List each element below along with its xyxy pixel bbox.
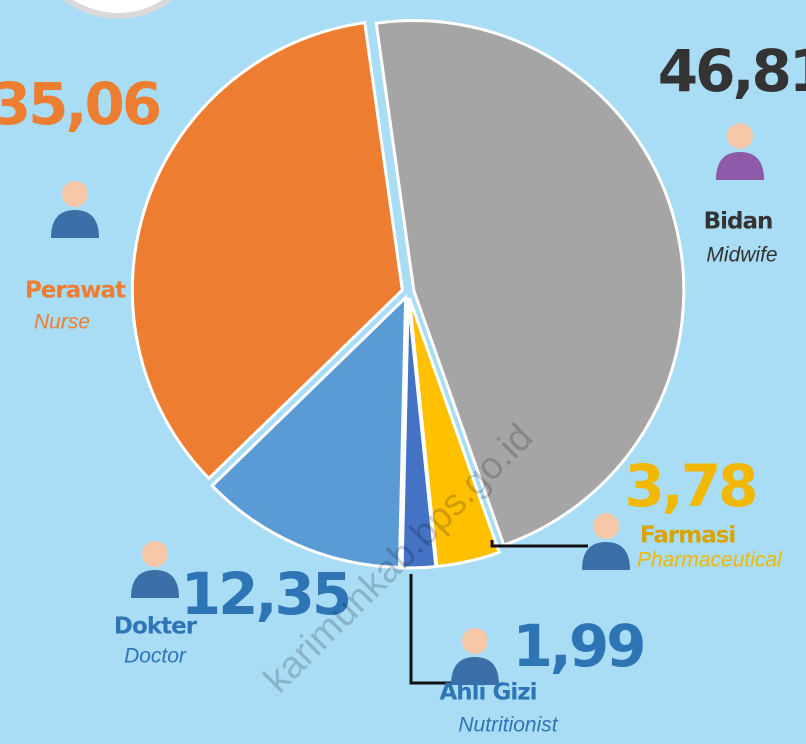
icon-body [51,210,99,238]
icon-head [142,541,168,567]
icon-body [582,542,630,570]
category-subtitle: Midwife [706,244,777,267]
icon-head [62,181,88,207]
category-label: Dokter [114,614,198,640]
leader-line [411,574,452,683]
category-label: Farmasi [640,523,735,549]
icon-head [727,123,753,149]
value-label: 1,99 [512,612,643,680]
value-label: 35,06 [0,70,160,138]
icon-head [593,513,619,539]
value-label: 46,81 [658,37,806,105]
category-subtitle: Pharmaceutical [637,549,783,572]
icon-body [716,152,764,180]
category-subtitle: Doctor [124,645,187,668]
chart: 46,81 Bidan Midwife 3,78 FarmasiPharmaceutic… [0,0,806,744]
value-label: 3,78 [624,452,755,520]
category-subtitle: Nutritionist [458,714,558,737]
pie [132,21,684,568]
category-label: Ahli Gizi [440,680,537,706]
icon-head [462,628,488,654]
decor-circle [32,0,204,16]
category-subtitle: Nurse [34,311,90,334]
category-label: Perawat [25,278,126,304]
category-label: Bidan [704,209,773,235]
icon-body [131,570,179,598]
